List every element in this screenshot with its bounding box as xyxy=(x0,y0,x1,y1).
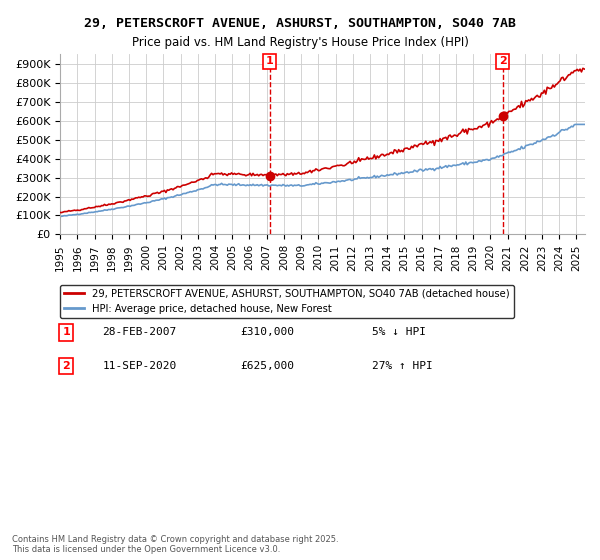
Text: 2: 2 xyxy=(499,57,506,67)
Legend: 29, PETERSCROFT AVENUE, ASHURST, SOUTHAMPTON, SO40 7AB (detached house), HPI: Av: 29, PETERSCROFT AVENUE, ASHURST, SOUTHAM… xyxy=(60,285,514,318)
Text: 29, PETERSCROFT AVENUE, ASHURST, SOUTHAMPTON, SO40 7AB: 29, PETERSCROFT AVENUE, ASHURST, SOUTHAM… xyxy=(84,17,516,30)
Text: 27% ↑ HPI: 27% ↑ HPI xyxy=(372,361,433,371)
Text: Contains HM Land Registry data © Crown copyright and database right 2025.
This d: Contains HM Land Registry data © Crown c… xyxy=(12,535,338,554)
Text: 1: 1 xyxy=(266,57,274,67)
Text: 5% ↓ HPI: 5% ↓ HPI xyxy=(372,328,426,338)
Text: 1: 1 xyxy=(62,328,70,338)
Text: Price paid vs. HM Land Registry's House Price Index (HPI): Price paid vs. HM Land Registry's House … xyxy=(131,36,469,49)
Text: £625,000: £625,000 xyxy=(240,361,294,371)
Text: 11-SEP-2020: 11-SEP-2020 xyxy=(102,361,176,371)
Text: 2: 2 xyxy=(62,361,70,371)
Text: £310,000: £310,000 xyxy=(240,328,294,338)
Text: 28-FEB-2007: 28-FEB-2007 xyxy=(102,328,176,338)
